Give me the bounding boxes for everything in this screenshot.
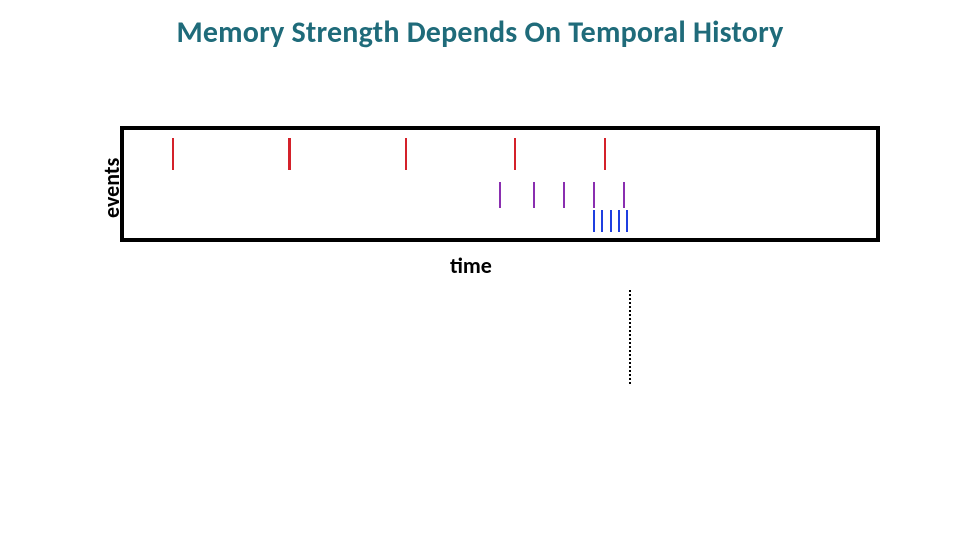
event-tick	[533, 182, 535, 208]
event-tick	[563, 182, 565, 208]
event-raster-plot	[120, 126, 880, 242]
x-axis-label: time	[450, 252, 492, 279]
event-tick	[593, 210, 595, 232]
reference-dotted-line	[629, 290, 631, 384]
event-tick	[514, 138, 516, 170]
y-axis-label: events	[98, 158, 125, 218]
event-tick	[626, 210, 628, 232]
event-tick	[499, 182, 501, 208]
event-tick	[288, 138, 290, 170]
event-tick	[618, 210, 620, 232]
event-tick	[593, 182, 595, 208]
event-tick	[604, 138, 606, 170]
event-tick	[610, 210, 612, 232]
event-tick	[601, 210, 603, 232]
event-tick	[623, 182, 625, 208]
slide-title: Memory Strength Depends On Temporal Hist…	[0, 14, 960, 51]
event-tick	[405, 138, 407, 170]
event-tick	[172, 138, 174, 170]
